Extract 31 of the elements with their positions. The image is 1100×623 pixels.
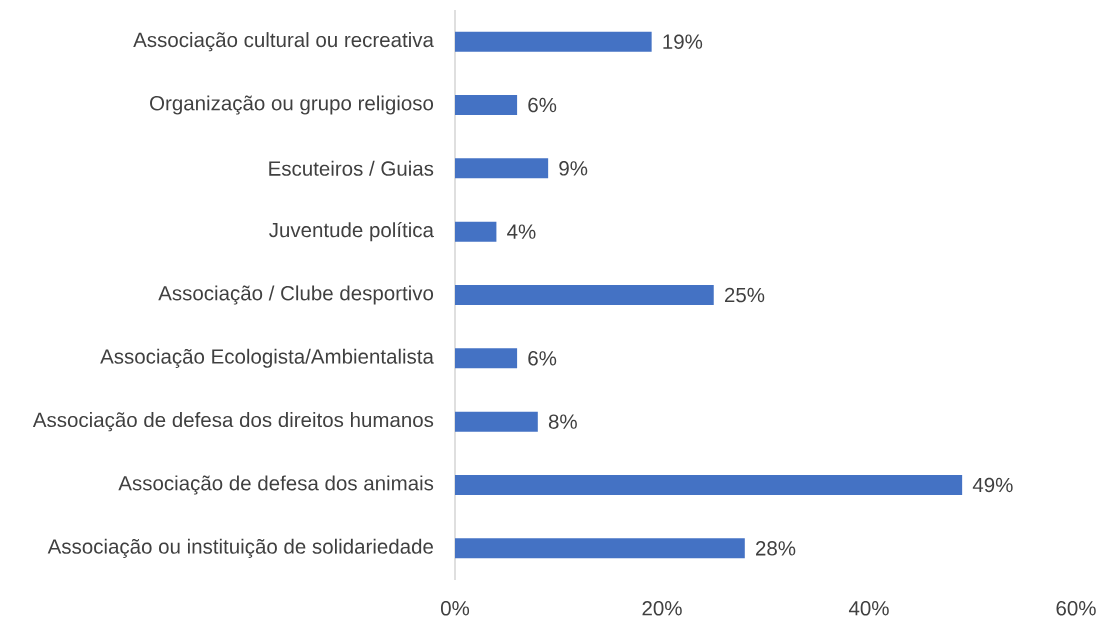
data-label: 49% — [972, 477, 1013, 493]
y-tick-label: Associação cultural ou recreativa — [133, 32, 434, 52]
y-tick-label: Associação de defesa dos animais — [118, 475, 434, 495]
bar — [455, 538, 745, 559]
bar — [455, 285, 714, 305]
data-label: 25% — [724, 287, 765, 303]
bar — [455, 158, 549, 179]
y-tick-label: Associação / Clube desportivo — [158, 285, 434, 305]
x-tick-label: 60% — [1056, 601, 1096, 616]
y-tick-label: Associação Ecologista/Ambientalista — [100, 348, 434, 368]
bar — [455, 348, 518, 369]
y-tick-label: Associação de defesa dos direitos humanos — [32, 412, 434, 432]
data-label: 4% — [507, 224, 536, 239]
data-label: 9% — [559, 161, 588, 176]
y-tick-label: Organização ou grupo religioso — [150, 95, 434, 115]
bar — [455, 31, 652, 52]
y-tick-label: Escuteiros / Guias — [269, 160, 434, 176]
bar — [455, 221, 497, 242]
y-tick-label: Juventude política — [269, 222, 434, 242]
data-label: 28% — [756, 541, 796, 556]
x-tick-label: 0% — [440, 601, 470, 616]
data-label: 6% — [528, 351, 557, 366]
x-tick-label: 20% — [642, 601, 682, 616]
y-tick-label: Associação ou instituição de solidariedade — [47, 538, 433, 558]
bar — [455, 411, 538, 432]
data-label: 8% — [548, 414, 577, 429]
bar — [455, 95, 518, 115]
data-label: 6% — [528, 97, 557, 113]
data-label: 19% — [663, 34, 703, 49]
x-tick-label: 40% — [848, 601, 889, 616]
bar — [455, 475, 963, 495]
